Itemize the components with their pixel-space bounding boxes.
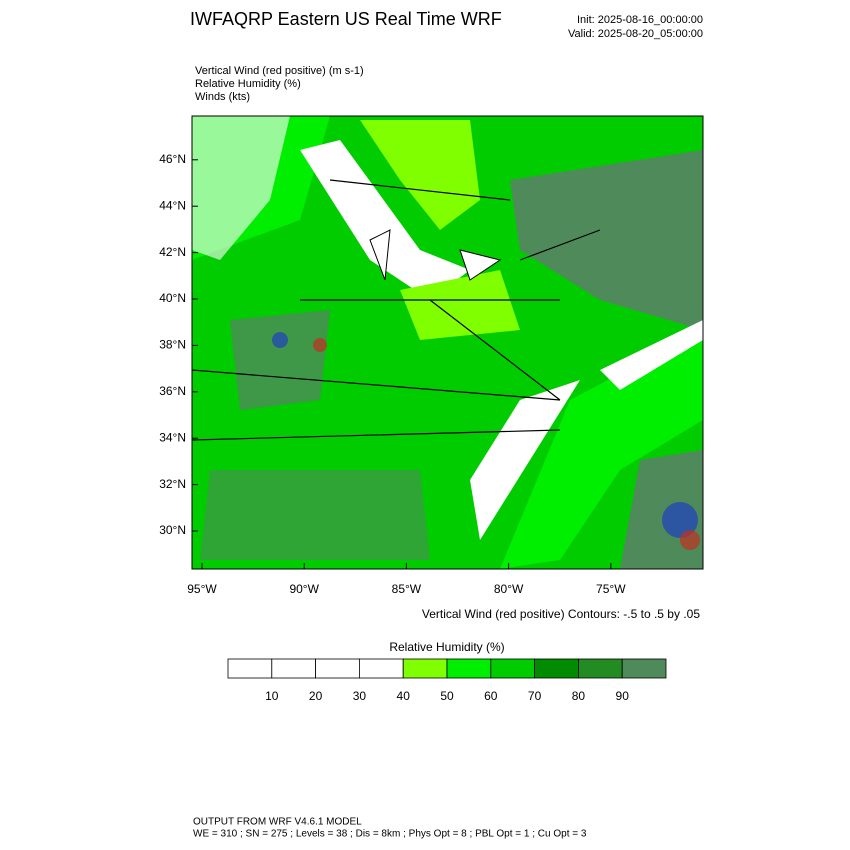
lat-label: 32°N (159, 477, 186, 491)
footer-line: WE = 310 ; SN = 275 ; Levels = 38 ; Dis … (193, 829, 587, 840)
lat-label: 34°N (159, 430, 186, 444)
lat-label: 30°N (159, 523, 186, 537)
colorbar-box (490, 658, 535, 679)
colorbar-box (402, 658, 448, 679)
colorbar-title: Relative Humidity (%) (389, 640, 504, 654)
contour-note: Vertical Wind (red positive) Contours: -… (422, 607, 700, 621)
colorbar-box (315, 658, 360, 679)
colorbar-box (534, 658, 579, 679)
lon-label: 80°W (494, 582, 524, 596)
colorbar-label: 60 (484, 689, 498, 703)
colorbar-label: 30 (353, 689, 367, 703)
colorbar-box (358, 658, 404, 679)
lat-label: 38°N (159, 338, 186, 352)
colorbar-box (621, 658, 667, 679)
colorbar-label: 50 (440, 689, 454, 703)
map-field (191, 115, 704, 570)
colorbar-label: 20 (309, 689, 323, 703)
footer-line: OUTPUT FROM WRF V4.6.1 MODEL (193, 817, 362, 828)
colorbar-label: 70 (528, 689, 542, 703)
colorbar-label: 10 (265, 689, 279, 703)
lat-label: 40°N (159, 291, 186, 305)
lat-label: 46°N (159, 152, 186, 166)
init-time: Init: 2025-08-16_00:00:00 (577, 14, 703, 26)
lon-label: 95°W (187, 582, 217, 596)
lat-label: 42°N (159, 245, 186, 259)
title: IWFAQRP Eastern US Real Time WRF (190, 9, 502, 29)
colorbar-box (446, 658, 492, 679)
lon-label: 90°W (289, 582, 319, 596)
lat-label: 36°N (159, 384, 186, 398)
colorbar-box (578, 658, 623, 679)
colorbar-box (271, 658, 316, 679)
colorbar-label: 90 (616, 689, 630, 703)
valid-time: Valid: 2025-08-20_05:00:00 (568, 28, 703, 40)
colorbar-label: 80 (572, 689, 586, 703)
colorbar-label: 40 (397, 689, 411, 703)
field-label: Vertical Wind (red positive) (m s-1) (195, 65, 364, 77)
field-label: Relative Humidity (%) (195, 78, 301, 90)
lon-label: 75°W (596, 582, 626, 596)
field-label: Winds (kts) (195, 91, 250, 103)
lon-label: 85°W (392, 582, 422, 596)
lat-label: 44°N (159, 198, 186, 212)
colorbar-box (227, 658, 273, 679)
